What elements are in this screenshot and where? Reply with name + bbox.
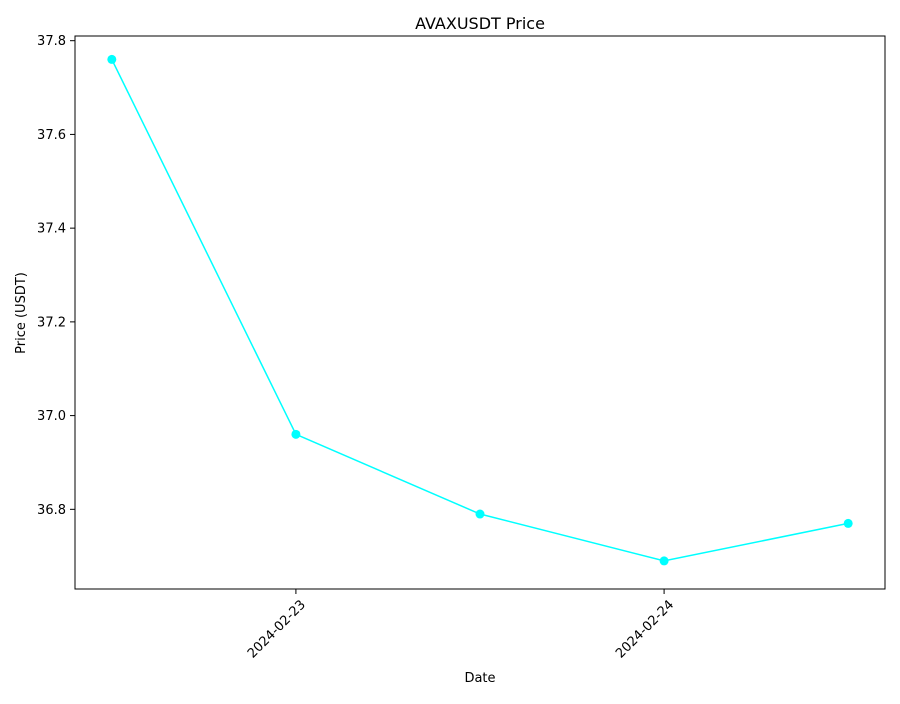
y-tick-label: 37.0: [37, 409, 66, 424]
y-tick-label: 36.8: [37, 503, 66, 518]
data-point: [659, 556, 669, 566]
data-point: [843, 518, 853, 528]
y-axis-label: Price (USDT): [14, 272, 29, 354]
y-tick-label: 37.2: [37, 315, 66, 330]
x-axis-label: Date: [464, 671, 495, 686]
data-point: [475, 509, 485, 519]
y-tick-label: 37.4: [37, 222, 66, 237]
chart-title: AVAXUSDT Price: [415, 14, 545, 33]
data-point: [107, 54, 117, 64]
y-tick-label: 37.6: [37, 128, 66, 143]
y-tick-label: 37.8: [37, 34, 66, 49]
plot-frame: [74, 35, 886, 590]
data-point: [291, 429, 301, 439]
